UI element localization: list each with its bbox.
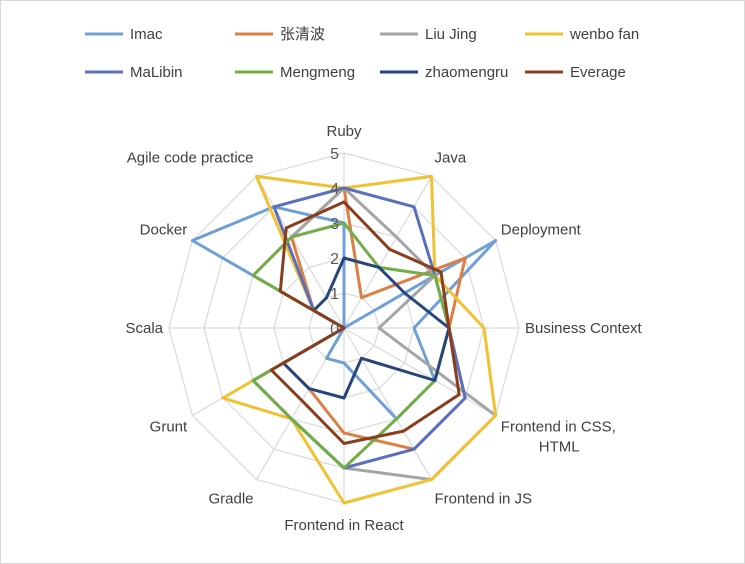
legend-label-wenbo-fan: wenbo fan	[569, 26, 639, 43]
category-label: Grunt	[150, 419, 188, 436]
category-label: Docker	[140, 222, 188, 239]
legend-label-mengmeng: Mengmeng	[280, 64, 355, 81]
grid-spoke	[343, 327, 496, 417]
tick-label: 5	[330, 146, 339, 163]
grid-spoke	[343, 327, 433, 480]
tick-label: 1	[330, 286, 339, 303]
tick-label: 2	[330, 251, 339, 268]
legend-label-zhaomengru: zhaomengru	[425, 64, 508, 81]
tick-label: 0	[330, 321, 339, 338]
category-label: Java	[435, 149, 467, 166]
grid-spoke	[255, 176, 345, 329]
series-line-mengmeng	[251, 221, 451, 470]
category-label: Business Context	[525, 320, 643, 337]
series-line-everage	[269, 200, 461, 445]
category-label: Agile code practice	[127, 149, 254, 166]
legend-label-liu-jing: Liu Jing	[425, 26, 477, 43]
category-label: Gradle	[208, 491, 253, 508]
legend-label-张清波: 张清波	[280, 26, 325, 43]
category-label: Deployment	[501, 222, 582, 239]
category-label: Scala	[125, 320, 163, 337]
category-label: Frontend in CSS, HTML	[501, 419, 616, 456]
tick-label: 3	[330, 216, 339, 233]
grid-spoke	[343, 176, 433, 329]
category-label: Frontend in React	[284, 517, 404, 534]
legend-label-imac: Imac	[130, 26, 163, 43]
series-line-imac	[190, 205, 498, 421]
legend-label-everage: Everage	[570, 64, 626, 81]
legend-label-malibin: MaLibin	[130, 64, 183, 81]
category-label: Ruby	[326, 123, 362, 140]
tick-label: 4	[330, 181, 339, 198]
category-label: Frontend in JS	[435, 491, 533, 508]
